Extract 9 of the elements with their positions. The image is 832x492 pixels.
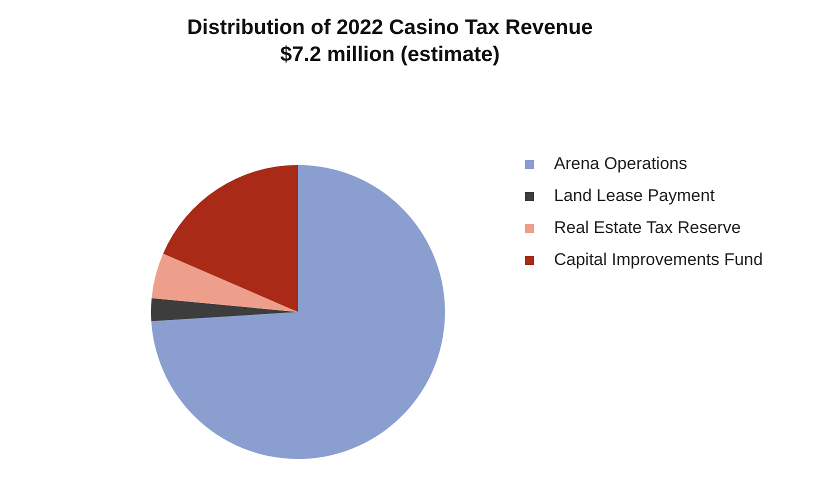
legend-label: Arena Operations <box>554 154 688 173</box>
legend-label: Land Lease Payment <box>554 186 715 205</box>
pie-slice <box>163 165 298 312</box>
pie-slice <box>151 165 445 459</box>
legend-label: Real Estate Tax Reserve <box>554 218 741 237</box>
pie-slice <box>152 254 298 312</box>
pie-slice <box>151 298 298 322</box>
legend-label: Capital Improvements Fund <box>554 250 763 269</box>
chart-title: Distribution of 2022 Casino Tax Revenue $7.2 million (estimate) <box>186 15 594 68</box>
